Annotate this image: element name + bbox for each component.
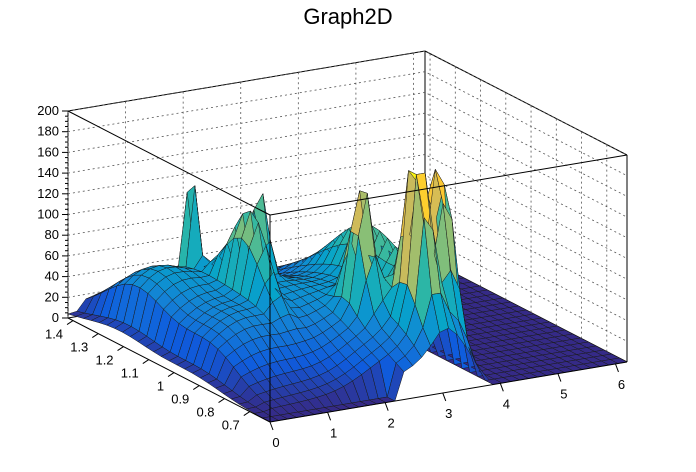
z-tick-label: 0	[52, 310, 59, 325]
z-gridline	[67, 50, 628, 156]
y-tick-label: 0.8	[196, 405, 214, 420]
left-top-edge	[67, 110, 271, 216]
floor-front-edge	[269, 361, 628, 423]
y-tick	[218, 398, 225, 404]
x-tick	[557, 373, 562, 382]
z-tick-label: 160	[37, 144, 59, 159]
x-tick	[499, 383, 504, 392]
y-tick-label: 0.7	[222, 418, 240, 433]
y-tick	[142, 359, 150, 365]
x-tick-label: 1	[330, 425, 337, 440]
y-tick	[117, 346, 124, 352]
z-tick-label: 20	[45, 289, 59, 304]
y-tick	[66, 320, 74, 326]
z-tick-label: 40	[45, 269, 59, 284]
y-tick	[243, 411, 251, 417]
x-tick	[327, 412, 332, 421]
z-tick-label: 60	[45, 248, 59, 263]
floor-left-edge	[67, 317, 271, 423]
z-tick-label: 100	[37, 207, 59, 222]
y-tick	[193, 385, 200, 391]
y-tick-label: 0.9	[171, 392, 189, 407]
surface-mesh	[67, 168, 628, 423]
y-tick	[92, 333, 99, 339]
x-tick	[442, 392, 447, 402]
z-gridline	[67, 91, 628, 197]
z-tick-label: 120	[37, 186, 59, 201]
y-tick	[167, 372, 175, 378]
z-tick-label: 140	[37, 165, 59, 180]
front-box-frame	[67, 110, 628, 423]
y-tick-label: 1.1	[121, 366, 139, 381]
y-tick-label: 1	[157, 379, 164, 394]
y-tick-label: 1.3	[70, 340, 88, 355]
x-tick	[269, 421, 274, 431]
y-tick-label: 1.4	[45, 327, 63, 342]
chart-title: Graph2D	[303, 4, 393, 29]
x-tick-label: 4	[503, 396, 510, 411]
z-tick-label: 80	[45, 227, 59, 242]
x-tick-label: 2	[388, 416, 395, 431]
z-tick-label: 200	[37, 103, 59, 118]
x-tick-label: 0	[272, 435, 279, 450]
x-tick	[615, 363, 619, 373]
z-gridline	[67, 71, 628, 177]
z-gridline	[67, 112, 628, 218]
x-tick-label: 3	[445, 406, 452, 421]
x-tick-label: 5	[560, 387, 567, 402]
axes: 0 20 40 60 80 100 120 140 160 180 200 0 1 2 3 4 5 6 0.7 0.8…	[37, 103, 625, 450]
x-tick	[384, 402, 389, 411]
z-tick-label: 180	[37, 124, 59, 139]
x-tick-label: 6	[618, 377, 625, 392]
y-tick-label: 1.2	[95, 353, 113, 368]
z-gridline	[67, 133, 628, 239]
front-top-edge	[269, 154, 628, 216]
